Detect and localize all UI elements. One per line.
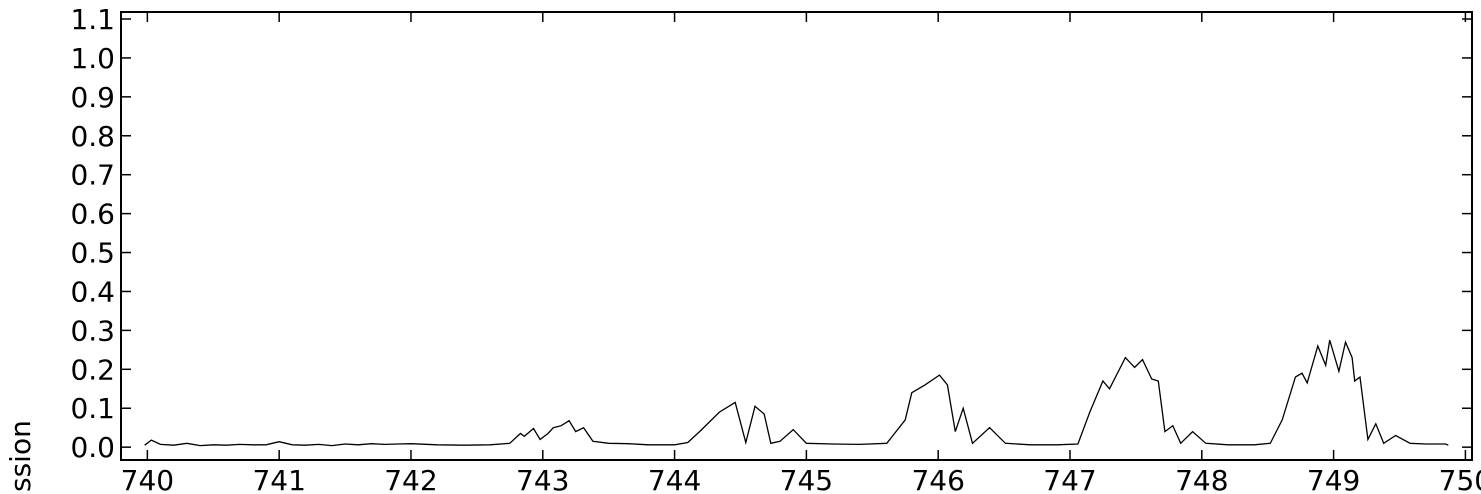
- x-tick-label: 747: [1043, 464, 1096, 494]
- y-tick-label: 1.1: [70, 3, 115, 36]
- y-tick-label: 0.1: [70, 392, 115, 425]
- x-tick-label: 741: [252, 464, 305, 494]
- y-tick-label: 0.6: [70, 198, 115, 231]
- x-tick-label: 743: [516, 464, 569, 494]
- x-tick-label: 744: [648, 464, 701, 494]
- y-tick-label: 1.0: [70, 42, 115, 75]
- y-tick-label: 0.4: [70, 275, 115, 308]
- x-tick-label: 745: [780, 464, 833, 494]
- y-tick-label: 0.5: [70, 237, 115, 270]
- y-tick-label: 0.0: [70, 431, 115, 464]
- plot-frame: [120, 11, 1473, 461]
- x-tick-label: 748: [1175, 464, 1228, 494]
- x-tick-label: 740: [121, 464, 174, 494]
- x-tick-label: 746: [911, 464, 964, 494]
- x-tick-label: 749: [1307, 464, 1360, 494]
- y-axis-label: ssion: [4, 420, 37, 492]
- y-tick-label: 0.3: [70, 314, 115, 347]
- y-tick-label: 0.2: [70, 353, 115, 386]
- x-tick-label: 750: [1439, 464, 1481, 494]
- y-tick-label: 0.8: [70, 120, 115, 153]
- spectrum-line: [144, 339, 1449, 447]
- y-tick-label: 0.9: [70, 81, 115, 114]
- x-tick-label: 742: [384, 464, 437, 494]
- y-tick-label: 0.7: [70, 159, 115, 192]
